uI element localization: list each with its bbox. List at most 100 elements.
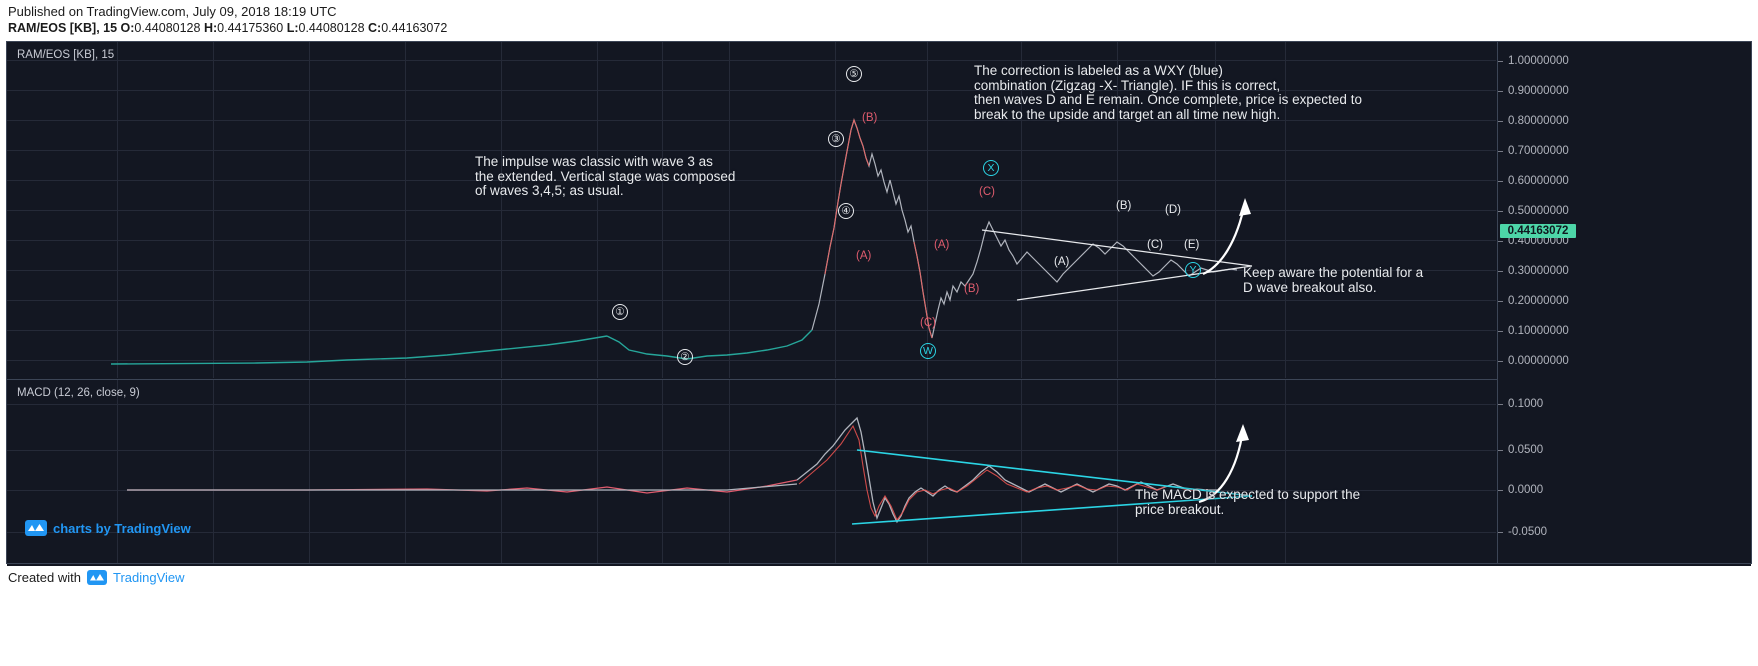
publication-ohlc-line: RAM/EOS [KB], 15 O:0.44080128 H:0.441753… bbox=[8, 21, 447, 35]
price-axis-tick: 0.20000000 bbox=[1508, 295, 1569, 307]
gridline-h bbox=[7, 180, 1496, 181]
ohlc-low-value: 0.44080128 bbox=[298, 21, 365, 35]
annotation-correction: The correction is labeled as a WXY (blue… bbox=[974, 63, 1362, 122]
gridline-h bbox=[7, 450, 1496, 451]
wave-label-b-red: (B) bbox=[862, 112, 878, 124]
gridline-v bbox=[117, 380, 118, 563]
gridline-v bbox=[927, 380, 928, 563]
gridline-v bbox=[213, 42, 214, 378]
gridline-v bbox=[729, 380, 730, 563]
wave-label-5: ⑤ bbox=[846, 66, 862, 82]
macd-axis-tick: 0.0000 bbox=[1508, 484, 1544, 496]
gridline-v bbox=[501, 380, 502, 563]
ohlc-close-value: 0.44163072 bbox=[381, 21, 448, 35]
price-axis[interactable]: 1.00000000 0.90000000 0.80000000 0.70000… bbox=[1497, 42, 1751, 563]
footer: Created with TradingView bbox=[0, 566, 1758, 606]
pane-separator bbox=[7, 379, 1553, 380]
wave-label-a2-red: (A) bbox=[934, 239, 950, 251]
chart-frame[interactable]: RAM/EOS [KB], 15 bbox=[6, 41, 1752, 584]
wave-label-b2-red: (B) bbox=[964, 283, 980, 295]
tradingview-footer-label[interactable]: TradingView bbox=[112, 570, 185, 585]
gridline-h bbox=[7, 360, 1496, 361]
gridline-h bbox=[7, 300, 1496, 301]
wave-label-c2-red: (C) bbox=[979, 186, 995, 198]
gridline-v bbox=[597, 380, 598, 563]
tradingview-logo-icon bbox=[25, 520, 47, 536]
wave-label-x: X bbox=[983, 160, 999, 176]
gridline-v bbox=[597, 42, 598, 378]
annotation-dwave: Keep aware the potential for a D wave br… bbox=[1243, 265, 1424, 295]
gridline-v bbox=[405, 42, 406, 378]
wave-label-w: W bbox=[920, 343, 936, 359]
projection-arrow-price bbox=[1202, 201, 1247, 276]
gridline-v bbox=[729, 42, 730, 378]
wave-label-a-red: (A) bbox=[856, 250, 872, 262]
price-axis-tick: 0.10000000 bbox=[1508, 325, 1569, 337]
gridline-h bbox=[7, 210, 1496, 211]
wave-label-a-white: (A) bbox=[1054, 256, 1070, 268]
wave-label-e-white: (E) bbox=[1184, 239, 1200, 251]
annotation-impulse: The impulse was classic with wave 3 as t… bbox=[475, 154, 736, 198]
gridline-h bbox=[7, 60, 1496, 61]
wave-label-3: ③ bbox=[828, 131, 844, 147]
ohlc-open-value: 0.44080128 bbox=[134, 21, 201, 35]
ohlc-high-key: H: bbox=[203, 21, 218, 35]
macd-axis-tick: 0.1000 bbox=[1508, 398, 1544, 410]
price-pane-legend: RAM/EOS [KB], 15 bbox=[17, 49, 115, 61]
gridline-h bbox=[7, 270, 1496, 271]
gridline-v bbox=[405, 380, 406, 563]
wave-label-c-red: (C) bbox=[920, 317, 936, 329]
wave-label-b-white: (B) bbox=[1116, 200, 1132, 212]
current-price-badge: 0.44163072 bbox=[1500, 224, 1576, 238]
gridline-v bbox=[662, 380, 663, 563]
wave-label-4: ④ bbox=[838, 203, 854, 219]
price-axis-tick: 0.50000000 bbox=[1508, 205, 1569, 217]
gridline-v bbox=[1285, 42, 1286, 378]
price-axis-tick: 0.40000000 bbox=[1508, 235, 1569, 247]
gridline-v bbox=[835, 42, 836, 378]
gridline-v bbox=[1285, 380, 1286, 563]
gridline-h bbox=[7, 330, 1496, 331]
price-axis-tick: 0.70000000 bbox=[1508, 145, 1569, 157]
gridline-v bbox=[309, 42, 310, 378]
gridline-v bbox=[1021, 380, 1022, 563]
price-axis-tick: 0.80000000 bbox=[1508, 115, 1569, 127]
gridline-h bbox=[7, 120, 1496, 121]
price-axis-tick: 0.30000000 bbox=[1508, 265, 1569, 277]
gridline-h bbox=[7, 404, 1496, 405]
macd-axis-tick: -0.0500 bbox=[1508, 526, 1548, 538]
publication-header: Published on TradingView.com, July 09, 2… bbox=[0, 0, 1758, 40]
gridline-h bbox=[7, 90, 1496, 91]
gridline-v bbox=[1215, 380, 1216, 563]
gridline-v bbox=[501, 42, 502, 378]
gridline-v bbox=[1117, 380, 1118, 563]
gridline-v bbox=[117, 42, 118, 378]
ohlc-open-key: O: bbox=[120, 21, 135, 35]
gridline-h bbox=[7, 150, 1496, 151]
gridline-h bbox=[7, 532, 1496, 533]
wave-label-y: Y bbox=[1185, 262, 1201, 278]
annotation-macd: The MACD is expected to support the pric… bbox=[1135, 487, 1361, 517]
macd-pane-legend: MACD (12, 26, close, 9) bbox=[17, 387, 140, 399]
macd-axis-tick: 0.0500 bbox=[1508, 444, 1544, 456]
gridline-v bbox=[213, 380, 214, 563]
wave-label-2: ② bbox=[677, 349, 693, 365]
charts-by-tradingview-label: charts by TradingView bbox=[53, 520, 191, 536]
tradingview-footer-logo-icon bbox=[86, 570, 107, 585]
wave-label-d-white: (D) bbox=[1165, 204, 1181, 216]
ohlc-low-key: L: bbox=[286, 21, 299, 35]
gridline-v bbox=[309, 380, 310, 563]
macd-pane[interactable]: MACD (12, 26, close, 9) bbox=[7, 380, 1496, 563]
price-axis-tick: 0.90000000 bbox=[1508, 85, 1569, 97]
trendline-triangle-lower bbox=[1016, 265, 1253, 301]
gridline-h bbox=[7, 240, 1496, 241]
ohlc-close-key: C: bbox=[368, 21, 382, 35]
wave-label-1: ① bbox=[612, 304, 628, 320]
publication-symbol: RAM/EOS [KB], 15 bbox=[8, 21, 118, 35]
ohlc-high-value: 0.44175360 bbox=[217, 21, 284, 35]
created-with-label: Created with bbox=[8, 570, 81, 585]
gridline-v bbox=[662, 42, 663, 378]
charts-by-tradingview-badge[interactable]: charts by TradingView bbox=[25, 520, 191, 536]
gridline-v bbox=[835, 380, 836, 563]
